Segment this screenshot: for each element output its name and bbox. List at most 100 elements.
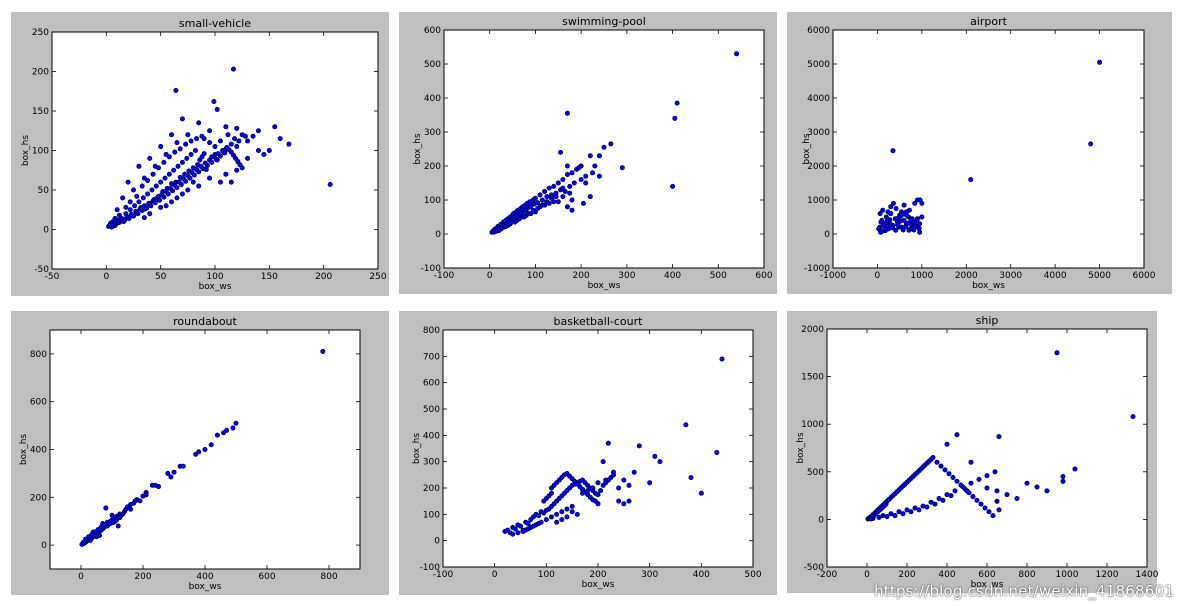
scatter-point xyxy=(137,498,143,504)
y-tick-label: 1000 xyxy=(807,196,830,206)
scatter-point xyxy=(683,422,689,428)
scatter-point xyxy=(158,144,164,150)
scatter-point xyxy=(228,179,234,185)
scatter-chart-ship: ship -200 0 200 400 600 800 1000 1200 1400 -500 0 50… xyxy=(796,314,1159,590)
scatter-point xyxy=(906,227,912,233)
x-tick-label: 800 xyxy=(1018,570,1035,580)
scatter-point xyxy=(179,159,185,165)
scatter-chart-airport: airport -1000 0 1000 2000 3000 4000 5000 6000 -10… xyxy=(802,15,1156,291)
scatter-point xyxy=(232,136,238,142)
scatter-point xyxy=(141,175,147,181)
x-tick-label: 600 xyxy=(258,572,275,582)
x-tick-label: 5000 xyxy=(1088,271,1111,281)
scatter-point xyxy=(207,175,213,181)
scatter-point xyxy=(535,200,541,206)
scatter-point xyxy=(652,453,658,459)
scatter-point xyxy=(196,449,202,455)
scatter-point xyxy=(984,485,990,491)
scatter-point xyxy=(970,494,976,500)
scatter-point xyxy=(950,475,956,481)
scatter-point xyxy=(595,501,601,507)
x-tick-label: -100 xyxy=(433,570,454,580)
scatter-point xyxy=(518,523,524,529)
x-tick-label: 800 xyxy=(320,572,337,582)
scatter-point xyxy=(611,469,617,475)
scatter-point xyxy=(919,200,925,206)
scatter-point xyxy=(587,194,593,200)
scatter-point xyxy=(564,172,570,178)
y-axis-label: box_hs xyxy=(413,133,423,164)
scatter-point xyxy=(996,507,1002,513)
scatter-point xyxy=(714,449,720,455)
scatter-point xyxy=(250,133,256,139)
scatter-points xyxy=(489,51,740,235)
scatter-point xyxy=(719,356,725,362)
scatter-point xyxy=(535,206,541,212)
scatter-point xyxy=(900,227,906,233)
scatter-point xyxy=(1054,350,1060,356)
scatter-point xyxy=(992,469,998,475)
scatter-point xyxy=(192,148,198,154)
scatter-point xyxy=(242,133,248,139)
scatter-point xyxy=(558,149,564,155)
scatter-point xyxy=(174,185,180,191)
scatter-point xyxy=(944,441,950,447)
y-tick-label: 600 xyxy=(424,26,441,36)
scatter-point xyxy=(912,505,918,511)
scatter-point xyxy=(171,469,177,475)
scatter-point xyxy=(147,211,153,217)
scatter-point xyxy=(228,141,234,147)
scatter-point xyxy=(165,191,171,197)
y-tick-label: 400 xyxy=(424,94,441,104)
x-tick-label: 200 xyxy=(134,572,151,582)
scatter-point xyxy=(188,138,194,144)
x-axis-label: box_ws xyxy=(972,281,1005,291)
scatter-point xyxy=(521,214,527,220)
x-tick-label: 0 xyxy=(487,271,493,281)
scatter-point xyxy=(888,204,894,210)
scatter-point xyxy=(532,195,538,201)
scatter-points xyxy=(79,349,326,547)
scatter-point xyxy=(968,459,974,465)
scatter-point xyxy=(596,173,602,179)
scatter-point xyxy=(569,207,575,213)
x-tick-label: 500 xyxy=(744,570,761,580)
scatter-point xyxy=(223,124,229,130)
scatter-point xyxy=(184,155,190,161)
y-tick-label: -100 xyxy=(421,264,442,274)
y-axis-label: box_hs xyxy=(796,432,806,463)
x-tick-label: 3000 xyxy=(999,271,1022,281)
scatter-point xyxy=(120,195,126,201)
x-tick-label: 4000 xyxy=(1044,271,1067,281)
scatter-point xyxy=(647,480,653,486)
scatter-point xyxy=(868,516,874,522)
scatter-point xyxy=(938,463,944,469)
scatter-point xyxy=(908,509,914,515)
y-tick-label: 250 xyxy=(32,28,49,38)
scatter-point xyxy=(128,501,134,507)
x-tick-label: 250 xyxy=(369,272,386,282)
scatter-point xyxy=(217,138,223,144)
scatter-points xyxy=(865,350,1136,522)
scatter-point xyxy=(136,163,142,169)
y-tick-label: 0 xyxy=(818,515,824,525)
scatter-point xyxy=(900,511,906,517)
scatter-point xyxy=(179,191,185,197)
scatter-point xyxy=(569,509,575,515)
x-tick-label: 1000 xyxy=(910,271,933,281)
scatter-point xyxy=(996,434,1002,440)
scatter-point xyxy=(551,183,557,189)
scatter-point xyxy=(626,482,632,488)
scatter-point xyxy=(139,208,145,214)
scatter-point xyxy=(940,497,946,503)
scatter-chart-small-vehicle: small-vehicle -50 0 50 100 150 200 250 -50 0 50 100… xyxy=(21,17,387,292)
scatter-point xyxy=(152,200,158,206)
x-tick-label: 100 xyxy=(527,271,544,281)
scatter-point xyxy=(115,523,121,529)
y-tick-label: 0 xyxy=(434,537,440,547)
scatter-point xyxy=(879,228,885,234)
scatter-point xyxy=(585,488,591,494)
chart-title: ship xyxy=(976,314,999,327)
x-tick-label: 600 xyxy=(978,570,995,580)
scatter-point xyxy=(213,156,219,162)
